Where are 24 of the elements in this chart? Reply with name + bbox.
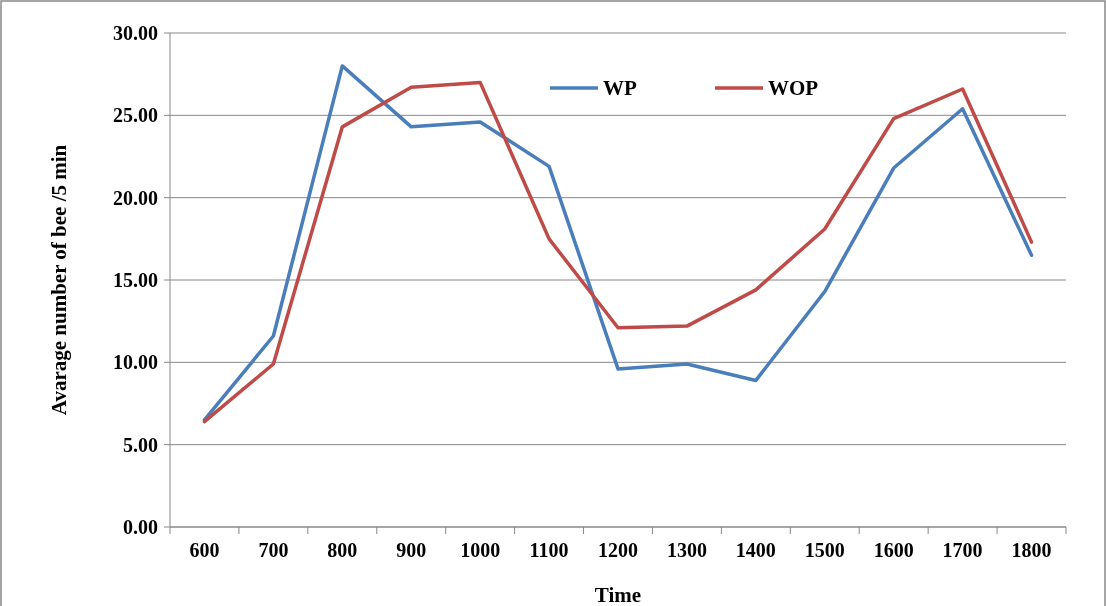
x-axis-title: Time [594,583,642,606]
x-tick-label: 1600 [873,539,914,561]
y-tick-label: 30.00 [113,22,158,44]
x-tick-label: 1700 [942,539,983,561]
y-axis-title: Avarage number of bee /5 min [47,144,71,416]
y-tick-label: 5.00 [123,433,158,456]
x-tick-label: 900 [396,539,427,561]
y-tick-label: 20.00 [113,186,158,209]
x-tick-label: 1000 [460,539,501,561]
y-tick-label: 25.00 [113,104,158,127]
x-tick-label: 600 [189,539,220,561]
y-tick-label: 0.00 [123,516,158,538]
x-tick-label: 1400 [735,539,776,561]
x-tick-label: 1800 [1011,539,1052,561]
x-tick-label: 700 [258,539,289,561]
x-tick-label: 800 [327,539,358,561]
y-tick-label: 10.00 [113,351,158,374]
x-tick-label: 1200 [598,539,638,561]
legend-label: WP [603,76,637,101]
x-tick-label: 1100 [529,539,569,561]
legend-label: WOP [768,76,819,101]
x-tick-label: 1500 [804,539,845,561]
y-tick-label: 15.00 [113,269,158,291]
x-tick-label: 1300 [666,539,707,561]
